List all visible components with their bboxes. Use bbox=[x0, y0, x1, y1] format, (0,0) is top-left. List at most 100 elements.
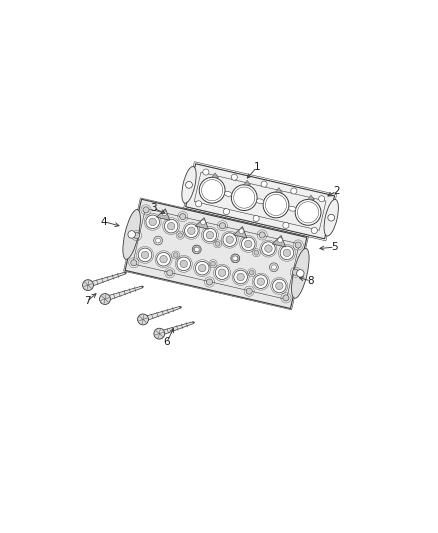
Circle shape bbox=[99, 294, 110, 304]
Circle shape bbox=[184, 224, 198, 238]
Circle shape bbox=[223, 208, 230, 215]
Circle shape bbox=[180, 260, 187, 268]
Circle shape bbox=[180, 214, 186, 220]
Polygon shape bbox=[272, 236, 286, 247]
Polygon shape bbox=[193, 322, 194, 324]
Circle shape bbox=[138, 248, 152, 262]
Circle shape bbox=[173, 253, 178, 257]
Polygon shape bbox=[142, 286, 144, 288]
Circle shape bbox=[246, 288, 252, 294]
Circle shape bbox=[143, 207, 149, 213]
Circle shape bbox=[239, 229, 244, 233]
Circle shape bbox=[211, 261, 215, 266]
Polygon shape bbox=[276, 188, 282, 192]
Circle shape bbox=[272, 265, 276, 270]
Polygon shape bbox=[186, 164, 335, 239]
Circle shape bbox=[164, 220, 178, 233]
Text: 3: 3 bbox=[150, 203, 156, 213]
Text: 8: 8 bbox=[308, 276, 314, 286]
Circle shape bbox=[154, 328, 165, 339]
Circle shape bbox=[297, 270, 304, 277]
Circle shape bbox=[280, 246, 294, 260]
Ellipse shape bbox=[256, 199, 264, 204]
Circle shape bbox=[269, 263, 278, 272]
Circle shape bbox=[128, 231, 135, 238]
Circle shape bbox=[311, 228, 318, 233]
Circle shape bbox=[187, 227, 195, 235]
Circle shape bbox=[192, 245, 201, 254]
Polygon shape bbox=[307, 195, 314, 200]
Circle shape bbox=[244, 240, 252, 248]
Circle shape bbox=[223, 233, 237, 246]
Circle shape bbox=[249, 270, 254, 275]
Circle shape bbox=[318, 196, 325, 202]
Circle shape bbox=[283, 295, 289, 301]
Circle shape bbox=[167, 222, 175, 230]
Circle shape bbox=[254, 251, 259, 255]
Text: 7: 7 bbox=[84, 296, 90, 306]
Circle shape bbox=[253, 215, 259, 222]
Circle shape bbox=[272, 279, 286, 293]
Circle shape bbox=[203, 169, 209, 175]
Circle shape bbox=[195, 201, 201, 207]
Circle shape bbox=[194, 247, 199, 252]
Polygon shape bbox=[212, 173, 219, 177]
Polygon shape bbox=[180, 306, 182, 308]
Text: 5: 5 bbox=[332, 242, 338, 252]
Polygon shape bbox=[125, 199, 307, 309]
Circle shape bbox=[278, 238, 283, 243]
Circle shape bbox=[231, 254, 240, 263]
Ellipse shape bbox=[182, 166, 196, 203]
Circle shape bbox=[219, 223, 226, 229]
Circle shape bbox=[199, 177, 225, 203]
Ellipse shape bbox=[292, 248, 309, 298]
Ellipse shape bbox=[289, 206, 296, 211]
Circle shape bbox=[276, 282, 283, 289]
Circle shape bbox=[206, 231, 214, 239]
Circle shape bbox=[215, 266, 229, 279]
Circle shape bbox=[254, 275, 268, 288]
Circle shape bbox=[160, 255, 167, 263]
Circle shape bbox=[157, 253, 170, 266]
Circle shape bbox=[257, 278, 265, 285]
Circle shape bbox=[141, 251, 149, 259]
Circle shape bbox=[146, 215, 159, 229]
Polygon shape bbox=[233, 227, 247, 238]
Circle shape bbox=[219, 269, 226, 277]
Circle shape bbox=[149, 218, 156, 225]
Circle shape bbox=[156, 238, 160, 243]
Circle shape bbox=[226, 236, 233, 244]
Polygon shape bbox=[125, 272, 127, 274]
Circle shape bbox=[194, 247, 198, 252]
Circle shape bbox=[265, 245, 272, 252]
Polygon shape bbox=[195, 217, 208, 229]
Circle shape bbox=[83, 280, 93, 290]
Circle shape bbox=[198, 264, 206, 272]
Polygon shape bbox=[156, 209, 170, 220]
Polygon shape bbox=[87, 272, 125, 287]
Polygon shape bbox=[159, 322, 194, 336]
Circle shape bbox=[328, 214, 335, 221]
Circle shape bbox=[154, 236, 162, 245]
Circle shape bbox=[177, 257, 191, 271]
Circle shape bbox=[215, 241, 220, 246]
Ellipse shape bbox=[324, 199, 339, 236]
Circle shape bbox=[237, 273, 244, 281]
Circle shape bbox=[167, 270, 173, 276]
Circle shape bbox=[283, 249, 291, 256]
Polygon shape bbox=[142, 306, 180, 321]
Text: 4: 4 bbox=[101, 216, 107, 227]
Circle shape bbox=[201, 220, 205, 225]
Polygon shape bbox=[104, 286, 142, 301]
Text: 1: 1 bbox=[254, 163, 260, 172]
Circle shape bbox=[292, 269, 298, 275]
Circle shape bbox=[263, 192, 289, 218]
Circle shape bbox=[295, 242, 301, 248]
Ellipse shape bbox=[123, 209, 141, 260]
Text: 2: 2 bbox=[333, 186, 340, 196]
Circle shape bbox=[162, 211, 167, 216]
Circle shape bbox=[231, 185, 257, 211]
Circle shape bbox=[233, 256, 237, 261]
Circle shape bbox=[134, 232, 140, 239]
Circle shape bbox=[261, 181, 267, 187]
